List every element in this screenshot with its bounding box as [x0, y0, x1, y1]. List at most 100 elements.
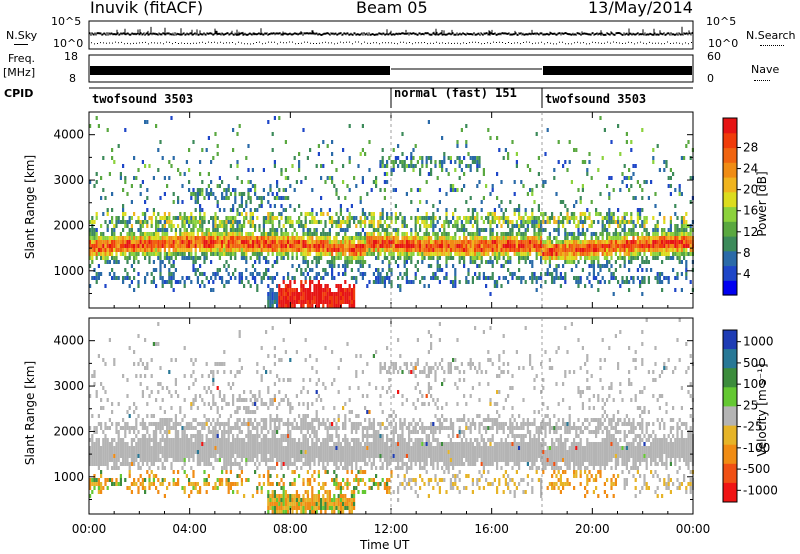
- power-cell: [258, 272, 261, 276]
- power-cell: [491, 260, 494, 264]
- power-cell: [509, 232, 512, 236]
- power-cell: [93, 240, 96, 244]
- power-cell: [595, 252, 598, 256]
- vel-cell: [89, 454, 92, 458]
- power-cell: [474, 256, 477, 260]
- vel-cell: [227, 422, 230, 426]
- vel-cell: [166, 386, 169, 390]
- power-cell: [361, 228, 364, 232]
- power-cell: [410, 248, 413, 252]
- vel-cell: [256, 406, 259, 410]
- power-cell: [115, 220, 118, 224]
- vel-cell: [269, 442, 272, 446]
- power-cell: [210, 160, 213, 164]
- power-cell: [430, 236, 433, 240]
- power-cell: [540, 232, 543, 236]
- power-cell: [161, 156, 164, 160]
- power-cell: [124, 276, 127, 280]
- power-cell: [597, 248, 600, 252]
- power-cell: [434, 244, 437, 248]
- power-cell: [555, 220, 558, 224]
- power-cell: [370, 212, 373, 216]
- power-cell: [258, 240, 261, 244]
- vel-cell: [141, 478, 144, 482]
- power-cell: [434, 240, 437, 244]
- vel-cell: [271, 466, 274, 470]
- power-cell: [491, 264, 494, 268]
- power-cell: [381, 268, 384, 272]
- power-cell: [335, 292, 338, 296]
- vel-cell: [124, 430, 127, 434]
- power-cell: [425, 164, 428, 168]
- vel-cell: [190, 434, 193, 438]
- power-cell: [397, 244, 400, 248]
- vel-cell: [212, 418, 215, 422]
- power-cell: [421, 244, 424, 248]
- power-cell: [282, 256, 285, 260]
- vel-cell: [137, 450, 140, 454]
- power-cell: [346, 240, 349, 244]
- power-cell: [610, 264, 613, 268]
- power-cell: [177, 200, 180, 204]
- power-cell: [287, 252, 290, 256]
- power-cell: [375, 268, 378, 272]
- power-cell: [476, 232, 479, 236]
- vel-cell: [229, 414, 232, 418]
- vel-cell: [133, 450, 136, 454]
- vel-cell: [93, 462, 96, 466]
- power-cell: [324, 220, 327, 224]
- power-cell: [474, 272, 477, 276]
- vel-cell: [91, 454, 94, 458]
- power-cell: [533, 240, 536, 244]
- power-cell: [656, 256, 659, 260]
- power-cell: [562, 248, 565, 252]
- vel-cell: [122, 446, 125, 450]
- power-cell: [357, 236, 360, 240]
- power-cell: [590, 260, 593, 264]
- power-cell: [489, 136, 492, 140]
- vel-cell: [91, 438, 94, 442]
- vel-cell: [247, 454, 250, 458]
- power-cell: [298, 216, 301, 220]
- power-cell: [601, 236, 604, 240]
- vel-cell: [227, 442, 230, 446]
- vel-cell: [157, 466, 160, 470]
- power-cell: [293, 156, 296, 160]
- power-cell: [141, 232, 144, 236]
- vel-cell: [126, 442, 129, 446]
- power-cell: [320, 252, 323, 256]
- power-cell: [551, 212, 554, 216]
- power-cell: [496, 260, 499, 264]
- vel-cell: [128, 486, 131, 490]
- power-cell: [282, 292, 285, 296]
- power-cell: [654, 204, 657, 208]
- power-cell: [304, 292, 307, 296]
- power-cell: [643, 244, 646, 248]
- vel-cell: [133, 454, 136, 458]
- power-cell: [89, 264, 92, 268]
- power-cell: [612, 276, 615, 280]
- power-cell: [425, 212, 428, 216]
- power-cell: [379, 248, 382, 252]
- vel-cell: [148, 422, 151, 426]
- vel-cell: [190, 374, 193, 378]
- power-cell: [566, 248, 569, 252]
- power-cell: [346, 216, 349, 220]
- vel-cell: [240, 482, 243, 486]
- power-cell: [535, 232, 538, 236]
- vel-cell: [161, 398, 164, 402]
- power-cell: [579, 280, 582, 284]
- vel-cell: [205, 422, 208, 426]
- power-cell: [148, 256, 151, 260]
- power-cell: [485, 252, 488, 256]
- power-cell: [247, 232, 250, 236]
- power-cell: [302, 236, 305, 240]
- power-cell: [188, 236, 191, 240]
- power-cell: [524, 212, 527, 216]
- vel-cell: [104, 462, 107, 466]
- power-cell: [432, 244, 435, 248]
- power-cell: [685, 212, 688, 216]
- power-cell: [540, 276, 543, 280]
- vel-cell: [260, 450, 263, 454]
- power-cell: [553, 236, 556, 240]
